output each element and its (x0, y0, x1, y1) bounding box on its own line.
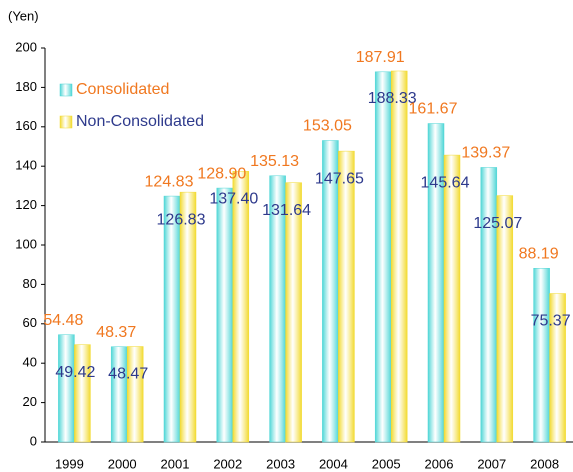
y-tick-label: 40 (23, 355, 37, 370)
data-label: 88.19 (519, 245, 559, 262)
y-axis-label: (Yen) (8, 8, 39, 23)
data-label: 131.64 (262, 202, 311, 219)
bar (74, 344, 91, 443)
data-label: 145.64 (421, 174, 470, 191)
x-tick-label: 1999 (55, 456, 84, 471)
data-label: 137.40 (209, 191, 258, 208)
bar (390, 70, 408, 443)
bar (58, 334, 75, 443)
x-tick-label: 2005 (372, 456, 401, 471)
data-label: 48.37 (96, 324, 136, 341)
data-label: 188.33 (368, 90, 417, 107)
bar (163, 195, 181, 443)
bar (338, 150, 355, 443)
y-tick-label: 120 (15, 197, 37, 212)
data-label: 49.42 (55, 364, 95, 381)
bar (126, 346, 144, 443)
bar (443, 154, 461, 443)
x-tick-label: 2006 (425, 456, 454, 471)
data-label: 139.37 (461, 145, 510, 162)
y-tick-label: 100 (15, 236, 37, 251)
data-label: 187.91 (356, 49, 405, 66)
y-tick-label: 20 (23, 394, 37, 409)
x-tick-label: 2001 (161, 456, 190, 471)
bar (179, 191, 197, 443)
bar (232, 171, 250, 443)
legend-label: Consolidated (76, 81, 169, 98)
bar (549, 293, 566, 443)
x-tick-label: 2008 (530, 456, 559, 471)
bar (110, 346, 128, 443)
y-tick-label: 80 (23, 276, 37, 291)
y-tick-label: 140 (15, 158, 37, 173)
data-label: 125.07 (473, 215, 522, 232)
data-label: 161.67 (409, 101, 458, 118)
bar (374, 71, 392, 443)
bar (285, 182, 302, 443)
y-tick-label: 0 (30, 433, 37, 448)
data-label: 135.13 (250, 153, 299, 170)
y-tick-label: 200 (15, 39, 37, 54)
legend-label: Non-Consolidated (76, 113, 204, 130)
x-tick-label: 2004 (319, 456, 348, 471)
data-label: 128.90 (197, 165, 246, 182)
data-label: 126.83 (157, 211, 206, 228)
y-tick-label: 160 (15, 118, 37, 133)
data-label: 124.83 (145, 173, 194, 190)
bar (427, 123, 445, 443)
legend-swatch (59, 83, 73, 97)
data-label: 75.37 (531, 313, 571, 330)
bar (216, 187, 234, 443)
x-tick-label: 2007 (477, 456, 506, 471)
data-label: 153.05 (303, 118, 352, 135)
x-tick-label: 2002 (213, 456, 242, 471)
x-tick-label: 2000 (108, 456, 137, 471)
y-tick-label: 180 (15, 79, 37, 94)
bar (496, 195, 514, 443)
bar (480, 167, 498, 443)
data-label: 54.48 (43, 312, 83, 329)
data-label: 147.65 (315, 170, 364, 187)
x-tick-label: 2003 (266, 456, 295, 471)
data-label: 48.47 (108, 366, 148, 383)
bar (533, 268, 550, 443)
y-tick-label: 60 (23, 315, 37, 330)
legend-swatch (59, 115, 73, 129)
